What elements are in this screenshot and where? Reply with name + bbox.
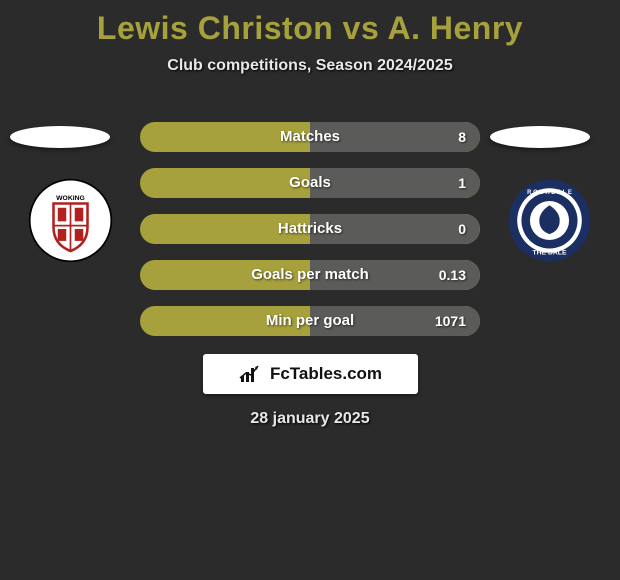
snapshot-date: 28 january 2025 <box>0 410 620 428</box>
stat-value-right: 1 <box>458 168 466 198</box>
svg-text:WOKING: WOKING <box>56 195 85 202</box>
svg-text:R O C H D A L E: R O C H D A L E <box>527 190 572 196</box>
right-crest-icon: THE DALE R O C H D A L E <box>507 178 592 263</box>
stat-value-right: 0.13 <box>439 260 466 290</box>
svg-text:THE DALE: THE DALE <box>533 250 567 257</box>
stat-row: Goals per match0.13 <box>140 260 480 290</box>
stat-value-right: 8 <box>458 122 466 152</box>
left-crest-icon: WOKING <box>28 178 113 263</box>
stat-row: Hattricks0 <box>140 214 480 244</box>
stat-label: Goals <box>140 168 480 198</box>
stat-row: Min per goal1071 <box>140 306 480 336</box>
stat-value-right: 0 <box>458 214 466 244</box>
stat-comparison-list: Matches8Goals1Hattricks0Goals per match0… <box>140 122 480 352</box>
stat-row: Goals1 <box>140 168 480 198</box>
bar-chart-icon <box>238 364 264 384</box>
brand-badge: FcTables.com <box>203 354 418 394</box>
title-text: Lewis Christon vs A. Henry <box>97 10 523 46</box>
left-club-crest: WOKING <box>28 178 113 263</box>
stat-label: Min per goal <box>140 306 480 336</box>
subtitle: Club competitions, Season 2024/2025 <box>0 57 620 75</box>
right-player-ellipse <box>490 126 590 148</box>
stat-label: Goals per match <box>140 260 480 290</box>
page-title: Lewis Christon vs A. Henry <box>0 0 620 47</box>
brand-text: FcTables.com <box>270 364 382 384</box>
stat-label: Matches <box>140 122 480 152</box>
footer: FcTables.com 28 january 2025 <box>0 354 620 428</box>
stat-label: Hattricks <box>140 214 480 244</box>
right-club-crest: THE DALE R O C H D A L E <box>507 178 592 263</box>
stat-row: Matches8 <box>140 122 480 152</box>
left-player-ellipse <box>10 126 110 148</box>
stat-value-right: 1071 <box>435 306 466 336</box>
